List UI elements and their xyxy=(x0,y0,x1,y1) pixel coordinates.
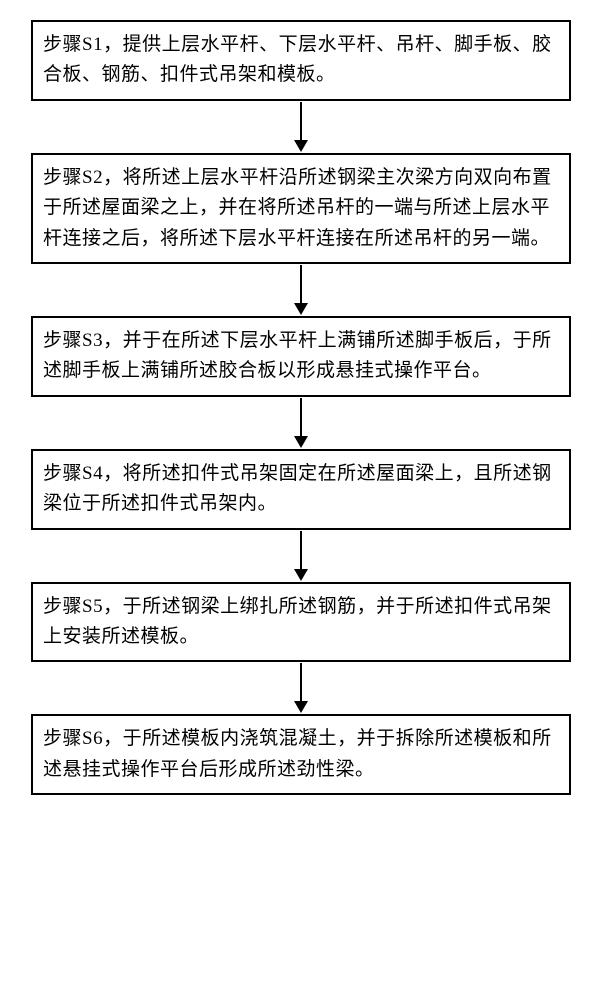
arrow-head-icon xyxy=(294,436,308,448)
step-box-s4: 步骤S4，将所述扣件式吊架固定在所述屋面梁上，且所述钢梁位于所述扣件式吊架内。 xyxy=(31,449,571,530)
arrow-head-icon xyxy=(294,140,308,152)
arrow-line-icon xyxy=(300,531,302,569)
arrow-line-icon xyxy=(300,663,302,701)
step-text: 步骤S2，将所述上层水平杆沿所述钢梁主次梁方向双向布置于所述屋面梁之上，并在将所… xyxy=(43,167,552,249)
step-text: 步骤S1，提供上层水平杆、下层水平杆、吊杆、脚手板、胶合板、钢筋、扣件式吊架和模… xyxy=(43,34,552,85)
arrow-5 xyxy=(294,662,308,714)
step-box-s1: 步骤S1，提供上层水平杆、下层水平杆、吊杆、脚手板、胶合板、钢筋、扣件式吊架和模… xyxy=(31,20,571,101)
arrow-head-icon xyxy=(294,303,308,315)
arrow-head-icon xyxy=(294,569,308,581)
flowchart-container: 步骤S1，提供上层水平杆、下层水平杆、吊杆、脚手板、胶合板、钢筋、扣件式吊架和模… xyxy=(30,20,572,795)
step-box-s6: 步骤S6，于所述模板内浇筑混凝土，并于拆除所述模板和所述悬挂式操作平台后形成所述… xyxy=(31,714,571,795)
arrow-head-icon xyxy=(294,701,308,713)
arrow-2 xyxy=(294,264,308,316)
arrow-line-icon xyxy=(300,102,302,140)
step-box-s5: 步骤S5，于所述钢梁上绑扎所述钢筋，并于所述扣件式吊架上安装所述模板。 xyxy=(31,582,571,663)
arrow-4 xyxy=(294,530,308,582)
arrow-1 xyxy=(294,101,308,153)
step-text: 步骤S6，于所述模板内浇筑混凝土，并于拆除所述模板和所述悬挂式操作平台后形成所述… xyxy=(43,728,552,779)
arrow-3 xyxy=(294,397,308,449)
step-text: 步骤S3，并于在所述下层水平杆上满铺所述脚手板后，于所述脚手板上满铺所述胶合板以… xyxy=(43,330,552,381)
step-box-s2: 步骤S2，将所述上层水平杆沿所述钢梁主次梁方向双向布置于所述屋面梁之上，并在将所… xyxy=(31,153,571,264)
step-box-s3: 步骤S3，并于在所述下层水平杆上满铺所述脚手板后，于所述脚手板上满铺所述胶合板以… xyxy=(31,316,571,397)
arrow-line-icon xyxy=(300,265,302,303)
step-text: 步骤S4，将所述扣件式吊架固定在所述屋面梁上，且所述钢梁位于所述扣件式吊架内。 xyxy=(43,463,552,514)
arrow-line-icon xyxy=(300,398,302,436)
step-text: 步骤S5，于所述钢梁上绑扎所述钢筋，并于所述扣件式吊架上安装所述模板。 xyxy=(43,596,552,647)
